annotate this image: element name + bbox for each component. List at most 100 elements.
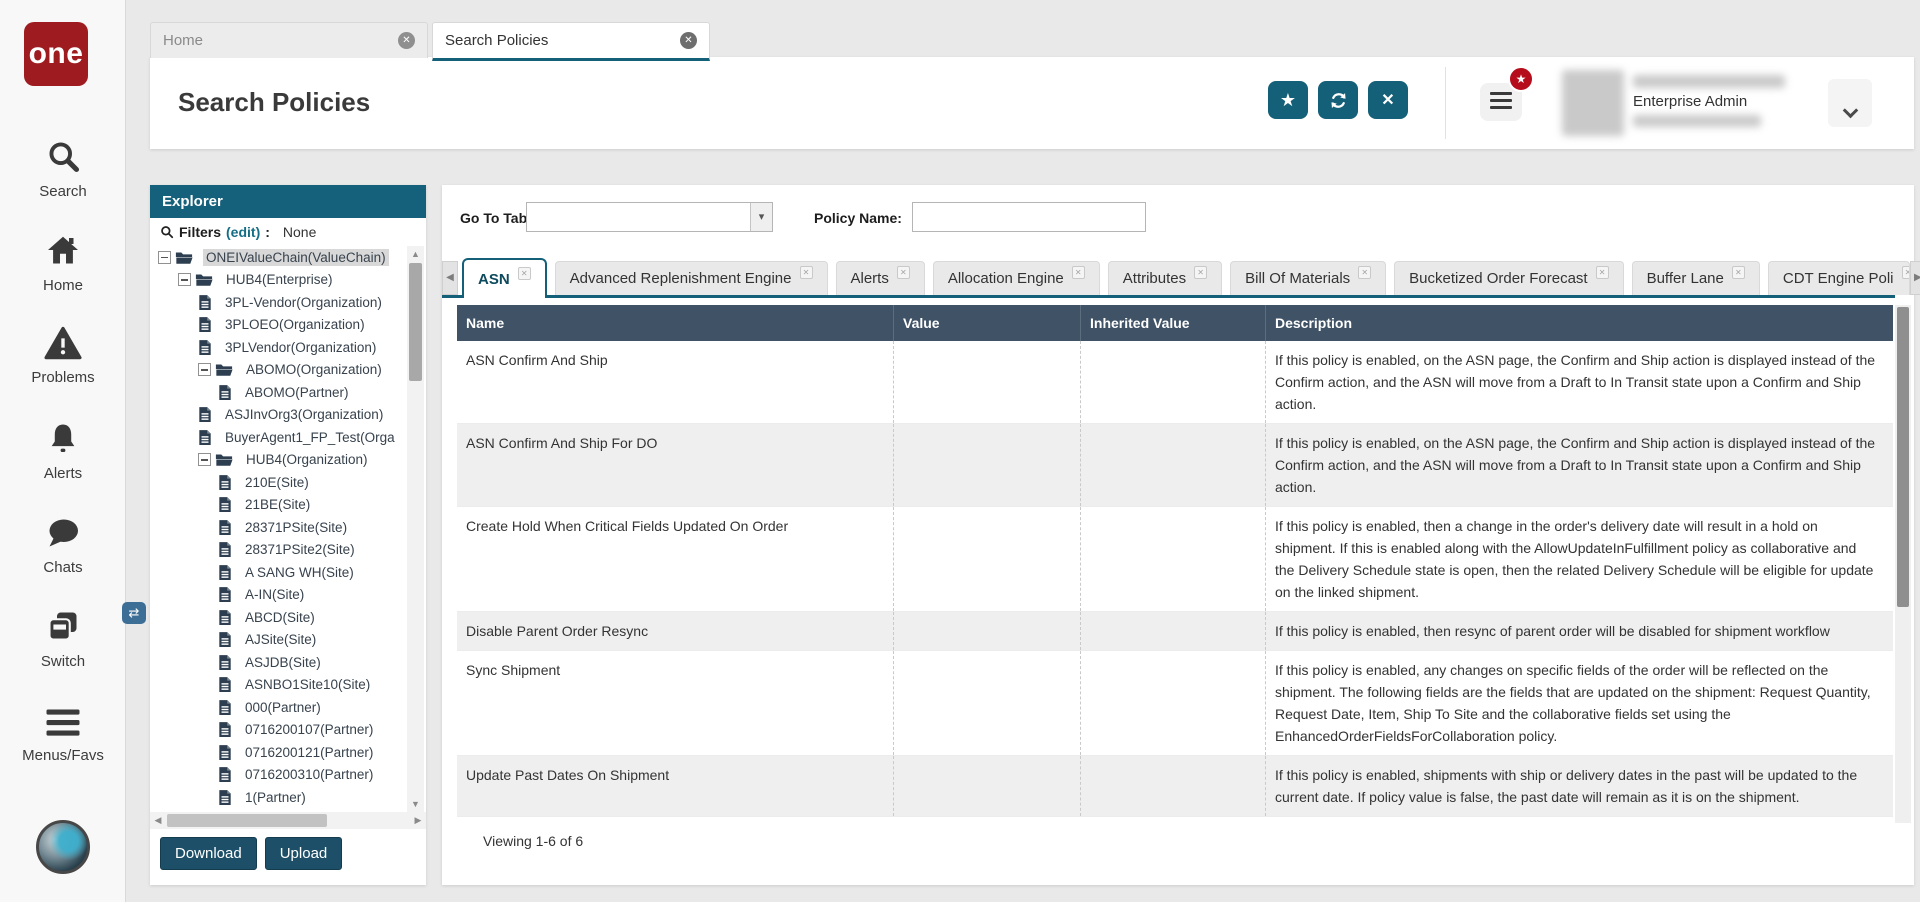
tree-node-abomo-partner-[interactable]: ABOMO(Partner) (150, 381, 406, 404)
policy-tab-attributes[interactable]: Attributes ✕ (1107, 261, 1223, 295)
user-menu-chevron[interactable] (1828, 79, 1872, 127)
policy-tab-close-icon[interactable]: ✕ (1595, 266, 1609, 279)
tree-vertical-scrollbar[interactable]: ▲ ▼ (407, 246, 424, 812)
policy-tab-close-icon[interactable]: ✕ (896, 266, 910, 279)
tree-node-1-partner-[interactable]: 1(Partner) (150, 786, 406, 809)
user-avatar-redacted[interactable] (1562, 70, 1624, 136)
sidebar-item-menus-favs[interactable]: Menus/Favs (0, 708, 126, 764)
tree-node-abomo-organization-[interactable]: ABOMO(Organization) (150, 359, 406, 382)
policy-tab-bucketized-order-forecast[interactable]: Bucketized Order Forecast ✕ (1394, 261, 1624, 295)
table-row-asn-confirm-and-ship[interactable]: ASN Confirm And Ship If this policy is en… (457, 341, 1893, 424)
tree-node-21be-site-[interactable]: 21BE(Site) (150, 494, 406, 517)
tree-node-asjdb-site-[interactable]: ASJDB(Site) (150, 651, 406, 674)
tree-node-0716200121-partner-[interactable]: 0716200121(Partner) (150, 741, 406, 764)
policy-tab-close-icon[interactable]: ✕ (1731, 266, 1745, 279)
tree-node-ajsite-site-[interactable]: AJSite(Site) (150, 629, 406, 652)
download-button[interactable]: Download (160, 837, 257, 870)
sidebar-item-search[interactable]: Search (0, 138, 126, 200)
tree-node-0716200310-partner-[interactable]: 0716200310(Partner) (150, 764, 406, 787)
refresh-button[interactable] (1318, 81, 1358, 119)
scroll-left-icon[interactable]: ◀ (154, 815, 162, 825)
tabs-scroll-left-icon[interactable]: ◀ (442, 261, 458, 295)
cell-name: ASN Confirm And Ship (466, 352, 608, 368)
tree-node-3plvendor-organization-[interactable]: 3PLVendor(Organization) (150, 336, 406, 359)
close-page-button[interactable]: ✕ (1368, 81, 1408, 119)
table-row-disable-parent-order-resync[interactable]: Disable Parent Order Resync If this polic… (457, 612, 1893, 651)
window-tab-label: Home (163, 32, 204, 49)
table-row-asn-confirm-and-ship-for-do[interactable]: ASN Confirm And Ship For DO If this polic… (457, 424, 1893, 507)
policy-tab-close-icon[interactable]: ✕ (1071, 266, 1085, 279)
table-row-sync-shipment[interactable]: Sync Shipment If this policy is enabled, … (457, 651, 1893, 756)
policy-tab-close-icon[interactable]: ✕ (1358, 266, 1372, 279)
table-vscroll-thumb[interactable] (1897, 307, 1909, 607)
document-icon (218, 631, 237, 648)
sidebar-item-switch[interactable]: ⇄ Switch (0, 602, 146, 670)
tree-node-28371psite-site-[interactable]: 28371PSite(Site) (150, 516, 406, 539)
tree-node-asjinvorg3-organization-[interactable]: ASJInvOrg3(Organization) (150, 404, 406, 427)
policy-tab-buffer-lane[interactable]: Buffer Lane ✕ (1631, 261, 1760, 295)
sidebar-item-home[interactable]: Home (0, 232, 126, 294)
tree-node-label: 3PLOEO(Organization) (225, 317, 365, 333)
select-chevron-icon[interactable]: ▾ (750, 203, 772, 231)
scroll-down-icon[interactable]: ▼ (411, 799, 420, 809)
collapse-icon[interactable] (198, 363, 211, 377)
sidebar-item-alerts[interactable]: Alerts (0, 420, 126, 482)
badge-star-icon: ★ (1515, 72, 1527, 86)
tabs-scroll-right-icon[interactable]: ▶ (1909, 261, 1920, 295)
tree-node-3pl-vendor-organization-[interactable]: 3PL-Vendor(Organization) (150, 291, 406, 314)
tree-node-label: ABOMO(Organization) (246, 362, 382, 378)
tree-node-3ploeo-organization-[interactable]: 3PLOEO(Organization) (150, 314, 406, 337)
tree-node-oneivaluechain-valuechain-[interactable]: ONEIValueChain(ValueChain) (150, 246, 406, 269)
tree-horizontal-scrollbar[interactable]: ◀ ▶ (150, 812, 426, 829)
policy-tab-bill-of-materials[interactable]: Bill Of Materials ✕ (1230, 261, 1387, 295)
tab-close-icon[interactable]: ✕ (398, 32, 415, 49)
table-row-create-hold-when-critical-fields-updated-on-order[interactable]: Create Hold When Critical Fields Updated… (457, 507, 1893, 612)
collapse-icon[interactable] (198, 453, 211, 467)
filters-row: Filters (edit) : None (150, 218, 426, 246)
tree-node-label: ASJDB(Site) (245, 654, 321, 670)
document-icon (218, 766, 237, 783)
policy-name-input[interactable] (912, 202, 1146, 232)
tree-node-buyeragent1-fp-test-orga[interactable]: BuyerAgent1_FP_Test(Orga (150, 426, 406, 449)
tree-node-hub4-enterprise-[interactable]: HUB4(Enterprise) (150, 269, 406, 292)
tree-hscroll-thumb[interactable] (167, 814, 327, 827)
policy-tab-cdt-engine-poli[interactable]: CDT Engine Poli ✕ (1767, 261, 1910, 295)
tree-node-28371psite2-site-[interactable]: 28371PSite2(Site) (150, 539, 406, 562)
policy-tab-alerts[interactable]: Alerts ✕ (835, 261, 925, 295)
window-tab-search-policies[interactable]: Search Policies ✕ (432, 22, 710, 61)
tree-node-a-in-site-[interactable]: A-IN(Site) (150, 584, 406, 607)
tree-node-abcd-site-[interactable]: ABCD(Site) (150, 606, 406, 629)
window-tab-home[interactable]: Home ✕ (150, 22, 428, 58)
tree-vscroll-thumb[interactable] (409, 263, 422, 381)
tree-node-hub4-organization-[interactable]: HUB4(Organization) (150, 449, 406, 472)
policy-tab-asn[interactable]: ASN ✕ (462, 258, 547, 298)
upload-button[interactable]: Upload (264, 837, 343, 870)
table-row-update-past-dates-on-shipment[interactable]: Update Past Dates On Shipment If this pol… (457, 756, 1893, 817)
policy-tab-label: ASN (478, 270, 510, 288)
page-header: Search Policies ★ ✕ ★ Enterprise Admin (150, 57, 1914, 149)
tree-node-a-sang-wh-site-[interactable]: A SANG WH(Site) (150, 561, 406, 584)
collapse-icon[interactable] (178, 273, 191, 287)
tree-node-210e-site-[interactable]: 210E(Site) (150, 471, 406, 494)
tree-node-000-partner-[interactable]: 000(Partner) (150, 696, 406, 719)
scroll-up-icon[interactable]: ▲ (411, 249, 420, 259)
policy-tab-allocation-engine[interactable]: Allocation Engine ✕ (932, 261, 1100, 295)
policy-tab-close-icon[interactable]: ✕ (517, 266, 531, 280)
tree-node-0716200107-partner-[interactable]: 0716200107(Partner) (150, 719, 406, 742)
one-logo[interactable]: one (24, 22, 88, 86)
table-vertical-scrollbar[interactable] (1895, 305, 1911, 823)
sidebar-item-chats[interactable]: Chats (0, 516, 126, 576)
policy-tab-close-icon[interactable]: ✕ (1194, 266, 1208, 279)
policy-tab-close-icon[interactable]: ✕ (799, 266, 813, 279)
sidebar-item-problems[interactable]: Problems (0, 326, 126, 386)
tab-close-icon[interactable]: ✕ (680, 32, 697, 49)
assistant-avatar[interactable] (36, 820, 90, 874)
collapse-icon[interactable] (158, 250, 171, 264)
favorite-button[interactable]: ★ (1268, 81, 1308, 119)
go-to-tab-select[interactable]: ▾ (526, 202, 773, 232)
policy-tab-close-icon[interactable]: ✕ (1901, 266, 1909, 279)
scroll-right-icon[interactable]: ▶ (414, 815, 422, 825)
tree-node-asnbo1site10-site-[interactable]: ASNBO1Site10(Site) (150, 674, 406, 697)
filters-edit-link[interactable]: (edit) (226, 224, 261, 240)
policy-tab-advanced-replenishment-engine[interactable]: Advanced Replenishment Engine ✕ (554, 261, 828, 295)
